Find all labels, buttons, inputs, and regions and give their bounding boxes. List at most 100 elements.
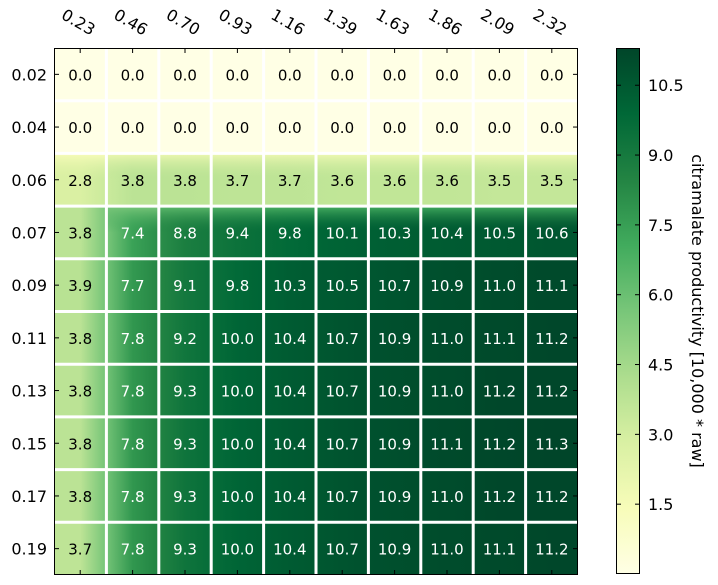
heatmap-cell	[106, 48, 159, 101]
cell-value-label: 11.2	[483, 488, 516, 506]
cell-value-label: 10.5	[325, 277, 358, 295]
cell-value-label: 10.3	[378, 224, 411, 242]
heatmap-cell	[211, 522, 264, 575]
heatmap-cell	[158, 522, 212, 575]
cell-value-label: 10.9	[378, 330, 411, 348]
heatmap-cell	[106, 364, 159, 417]
heatmap-cell	[263, 100, 316, 154]
cell-value-label: 9.3	[173, 435, 197, 453]
heatmap-cell	[368, 469, 421, 523]
cell-value-label: 0.0	[68, 119, 92, 137]
colorbar-label: citramalate productivity [10,000 * raw]	[688, 154, 707, 468]
cell-value-label: 0.0	[330, 66, 354, 84]
heatmap-cell	[211, 258, 264, 312]
cell-value-label: 0.0	[330, 119, 354, 137]
cell-value-label: 3.8	[68, 435, 92, 453]
cell-value-label: 3.8	[68, 224, 92, 242]
cell-value-label: 7.8	[121, 383, 145, 401]
cell-value-label: 10.9	[378, 488, 411, 506]
cell-value-label: 0.0	[435, 66, 459, 84]
cell-value-label: 7.8	[121, 435, 145, 453]
x-tick-labels: 0.23 0.46 0.70 0.93 1.16 1.39 1.63 1.86 2.09 2.32	[58, 5, 570, 39]
heatmap-cell-blend	[106, 206, 159, 233]
cell-value-label: 0.0	[225, 66, 249, 84]
cell-value-label: 3.9	[68, 277, 92, 295]
heatmap-cell	[473, 469, 526, 523]
colorbar-tick-label: 7.5	[648, 216, 673, 235]
cell-value-label: 0.0	[540, 66, 564, 84]
cell-value-label: 10.9	[378, 383, 411, 401]
heatmap-cell	[473, 258, 526, 312]
y-tick-label: 0.13	[11, 382, 47, 401]
heatmap-cell	[106, 258, 159, 312]
y-tick-label: 0.09	[11, 276, 47, 295]
cell-value-label: 2.8	[68, 172, 92, 190]
cell-value-label: 10.4	[273, 330, 306, 348]
heatmap-cell	[106, 522, 159, 575]
heatmap-cell	[525, 469, 578, 523]
x-tick-label: 1.16	[268, 5, 308, 39]
heatmap-cell-blend	[158, 206, 212, 233]
heatmap-cell	[211, 100, 264, 154]
heatmap-cell	[316, 364, 369, 417]
cell-value-label: 11.1	[483, 541, 516, 559]
heatmap-cell	[211, 469, 264, 523]
cell-value-label: 10.4	[273, 383, 306, 401]
heatmap-cell	[263, 522, 316, 575]
heatmap-cell	[316, 258, 369, 312]
heatmap-cell	[368, 100, 421, 154]
heatmap-cell	[158, 364, 212, 417]
cell-value-label: 10.6	[535, 224, 568, 242]
heatmap-cell-blend	[525, 153, 578, 180]
colorbar: 1.5 3.0 4.5 6.0 7.5 9.0 10.5 citramalate produ…	[616, 48, 707, 574]
x-tick-label: 0.93	[215, 5, 255, 39]
cell-value-label: 11.2	[535, 330, 568, 348]
plot-frame	[54, 48, 578, 575]
heatmap-cell	[263, 311, 316, 365]
heatmap-cell	[54, 364, 107, 417]
cell-value-label: 10.7	[325, 330, 358, 348]
heatmap-cell	[420, 469, 474, 523]
heatmap-cell-blend	[368, 153, 421, 180]
colorbar-ticks: 1.5 3.0 4.5 6.0 7.5 9.0 10.5	[616, 76, 684, 514]
x-tick-label: 1.86	[425, 5, 465, 39]
cell-value-label: 10.0	[221, 541, 254, 559]
heatmap-cell	[420, 100, 474, 154]
heatmap-cell	[158, 469, 212, 523]
heatmap-cell	[420, 48, 474, 101]
cell-value-label: 3.8	[173, 172, 197, 190]
heatmap-cell	[54, 416, 107, 470]
cell-value-label: 3.8	[68, 330, 92, 348]
cell-value-label: 10.7	[378, 277, 411, 295]
heatmap-cell	[473, 311, 526, 365]
cell-value-label: 3.5	[487, 172, 511, 190]
colorbar-frame	[616, 48, 640, 574]
colorbar-tick-label: 1.5	[648, 495, 673, 514]
cell-value-label: 0.0	[487, 119, 511, 137]
heatmap-cell-blend	[525, 206, 578, 233]
heatmap-cell	[106, 469, 159, 523]
heatmap-cell	[525, 258, 578, 312]
heatmap-cell-blend	[54, 153, 107, 180]
cell-value-label: 8.8	[173, 224, 197, 242]
heatmap-cell	[525, 364, 578, 417]
heatmap-cell-blend	[316, 206, 369, 233]
cell-value-label: 3.6	[330, 172, 354, 190]
heatmap-cell	[263, 48, 316, 101]
cell-value-label: 11.0	[430, 383, 463, 401]
cell-value-label: 10.9	[378, 435, 411, 453]
heatmap-cell	[420, 364, 474, 417]
heatmap-cell	[525, 416, 578, 470]
heatmap-cell	[54, 258, 107, 312]
cell-value-label: 3.8	[68, 383, 92, 401]
heatmap-cell	[263, 258, 316, 312]
cell-value-label: 0.0	[383, 119, 407, 137]
x-tick-label: 2.32	[530, 5, 570, 39]
colorbar-gradient	[616, 48, 640, 574]
heatmap-cell-blend	[211, 206, 264, 233]
y-tick-label: 0.19	[11, 540, 47, 559]
heatmap-cell	[316, 416, 369, 470]
cell-value-labels: 0.0 0.0 0.0 0.0 0.0 0.0 0.0 0.0 0.0 0.0 0.0 0.0 0.0 0…	[68, 66, 568, 558]
x-tick-label: 0.23	[58, 5, 98, 39]
cell-value-label: 11.0	[430, 488, 463, 506]
